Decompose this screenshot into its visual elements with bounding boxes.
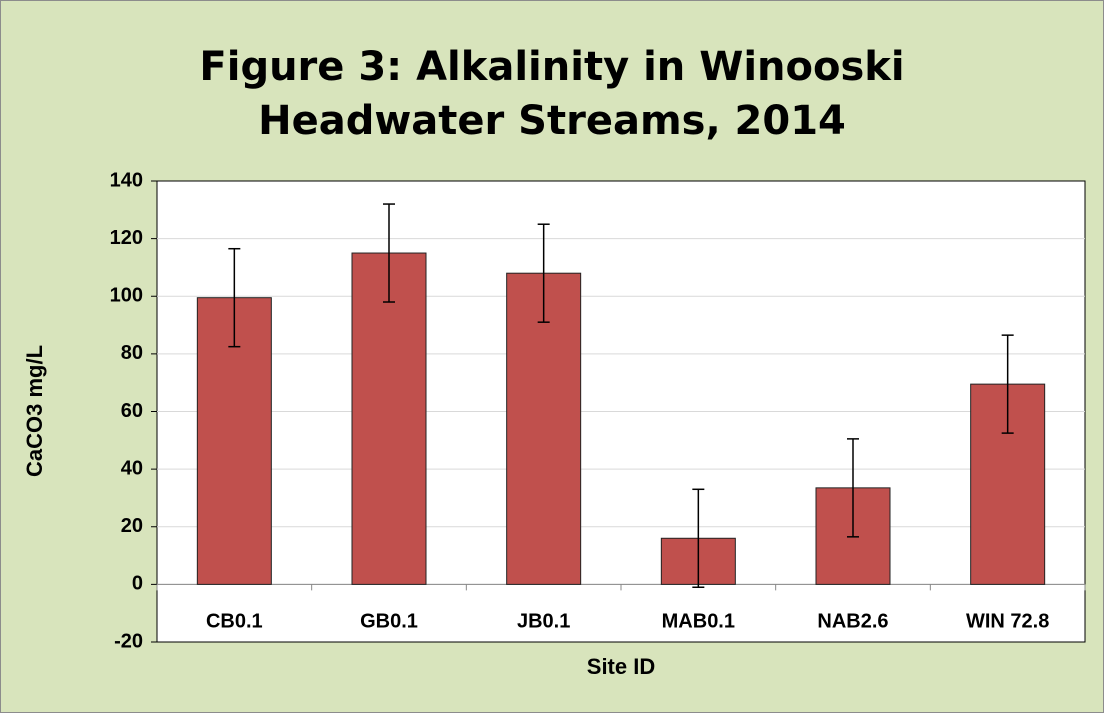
y-tick-label: 140: [110, 169, 143, 191]
x-tick-label: WIN 72.8: [966, 610, 1049, 632]
y-tick-label: 20: [121, 515, 143, 537]
x-tick-label: GB0.1: [360, 610, 418, 632]
y-tick-label: 80: [121, 342, 143, 364]
x-tick-label: NAB2.6: [817, 610, 888, 632]
x-tick-label: JB0.1: [517, 610, 570, 632]
title-box: Figure 3: Alkalinity in Winooski Headwat…: [199, 44, 905, 144]
bar: [351, 252, 427, 585]
y-tick-label: 120: [110, 227, 143, 249]
x-tick-label: CB0.1: [206, 610, 263, 632]
y-tick-label: 60: [121, 400, 143, 422]
bar: [506, 272, 582, 585]
y-tick-label: 40: [121, 457, 143, 479]
x-tick-label: MAB0.1: [662, 610, 735, 632]
y-axis-label: CaCO3 mg/L: [22, 345, 47, 477]
y-tick-label: 0: [132, 573, 143, 595]
y-tick-label: 100: [110, 285, 143, 307]
chart-title: Figure 3: Alkalinity in Winooski Headwat…: [199, 44, 905, 144]
x-axis-label: Site ID: [587, 654, 655, 679]
y-tick-label: -20: [114, 630, 143, 652]
